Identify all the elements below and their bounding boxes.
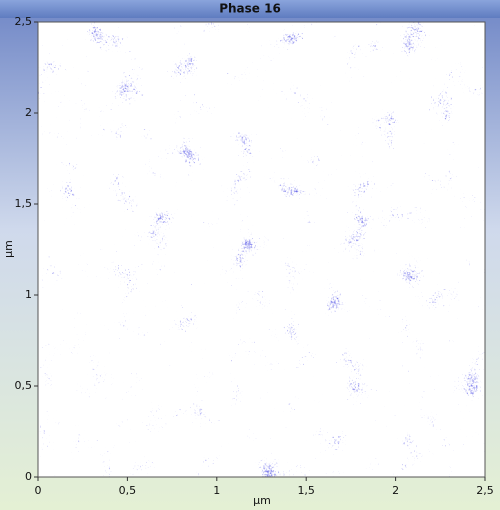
x-tick-label: 0,5	[119, 484, 137, 497]
y-tick-label: 0	[25, 470, 32, 483]
x-axis-label: µm	[253, 494, 271, 507]
phase-image	[38, 22, 485, 477]
x-tick-label: 0	[35, 484, 42, 497]
y-tick-label: 1	[25, 288, 32, 301]
y-tick-label: 1,5	[15, 197, 33, 210]
plot-frame	[37, 21, 486, 478]
title-bar	[0, 0, 500, 18]
y-axis-label: µm	[2, 240, 15, 258]
y-tick-label: 0,5	[15, 379, 33, 392]
x-tick-label: 1	[213, 484, 220, 497]
chart-title: Phase 16	[219, 2, 281, 16]
y-tick-label: 2,5	[15, 15, 33, 28]
x-tick-label: 1,5	[297, 484, 315, 497]
x-tick-label: 2	[392, 484, 399, 497]
x-tick-label: 2,5	[476, 484, 494, 497]
y-tick-label: 2	[25, 106, 32, 119]
